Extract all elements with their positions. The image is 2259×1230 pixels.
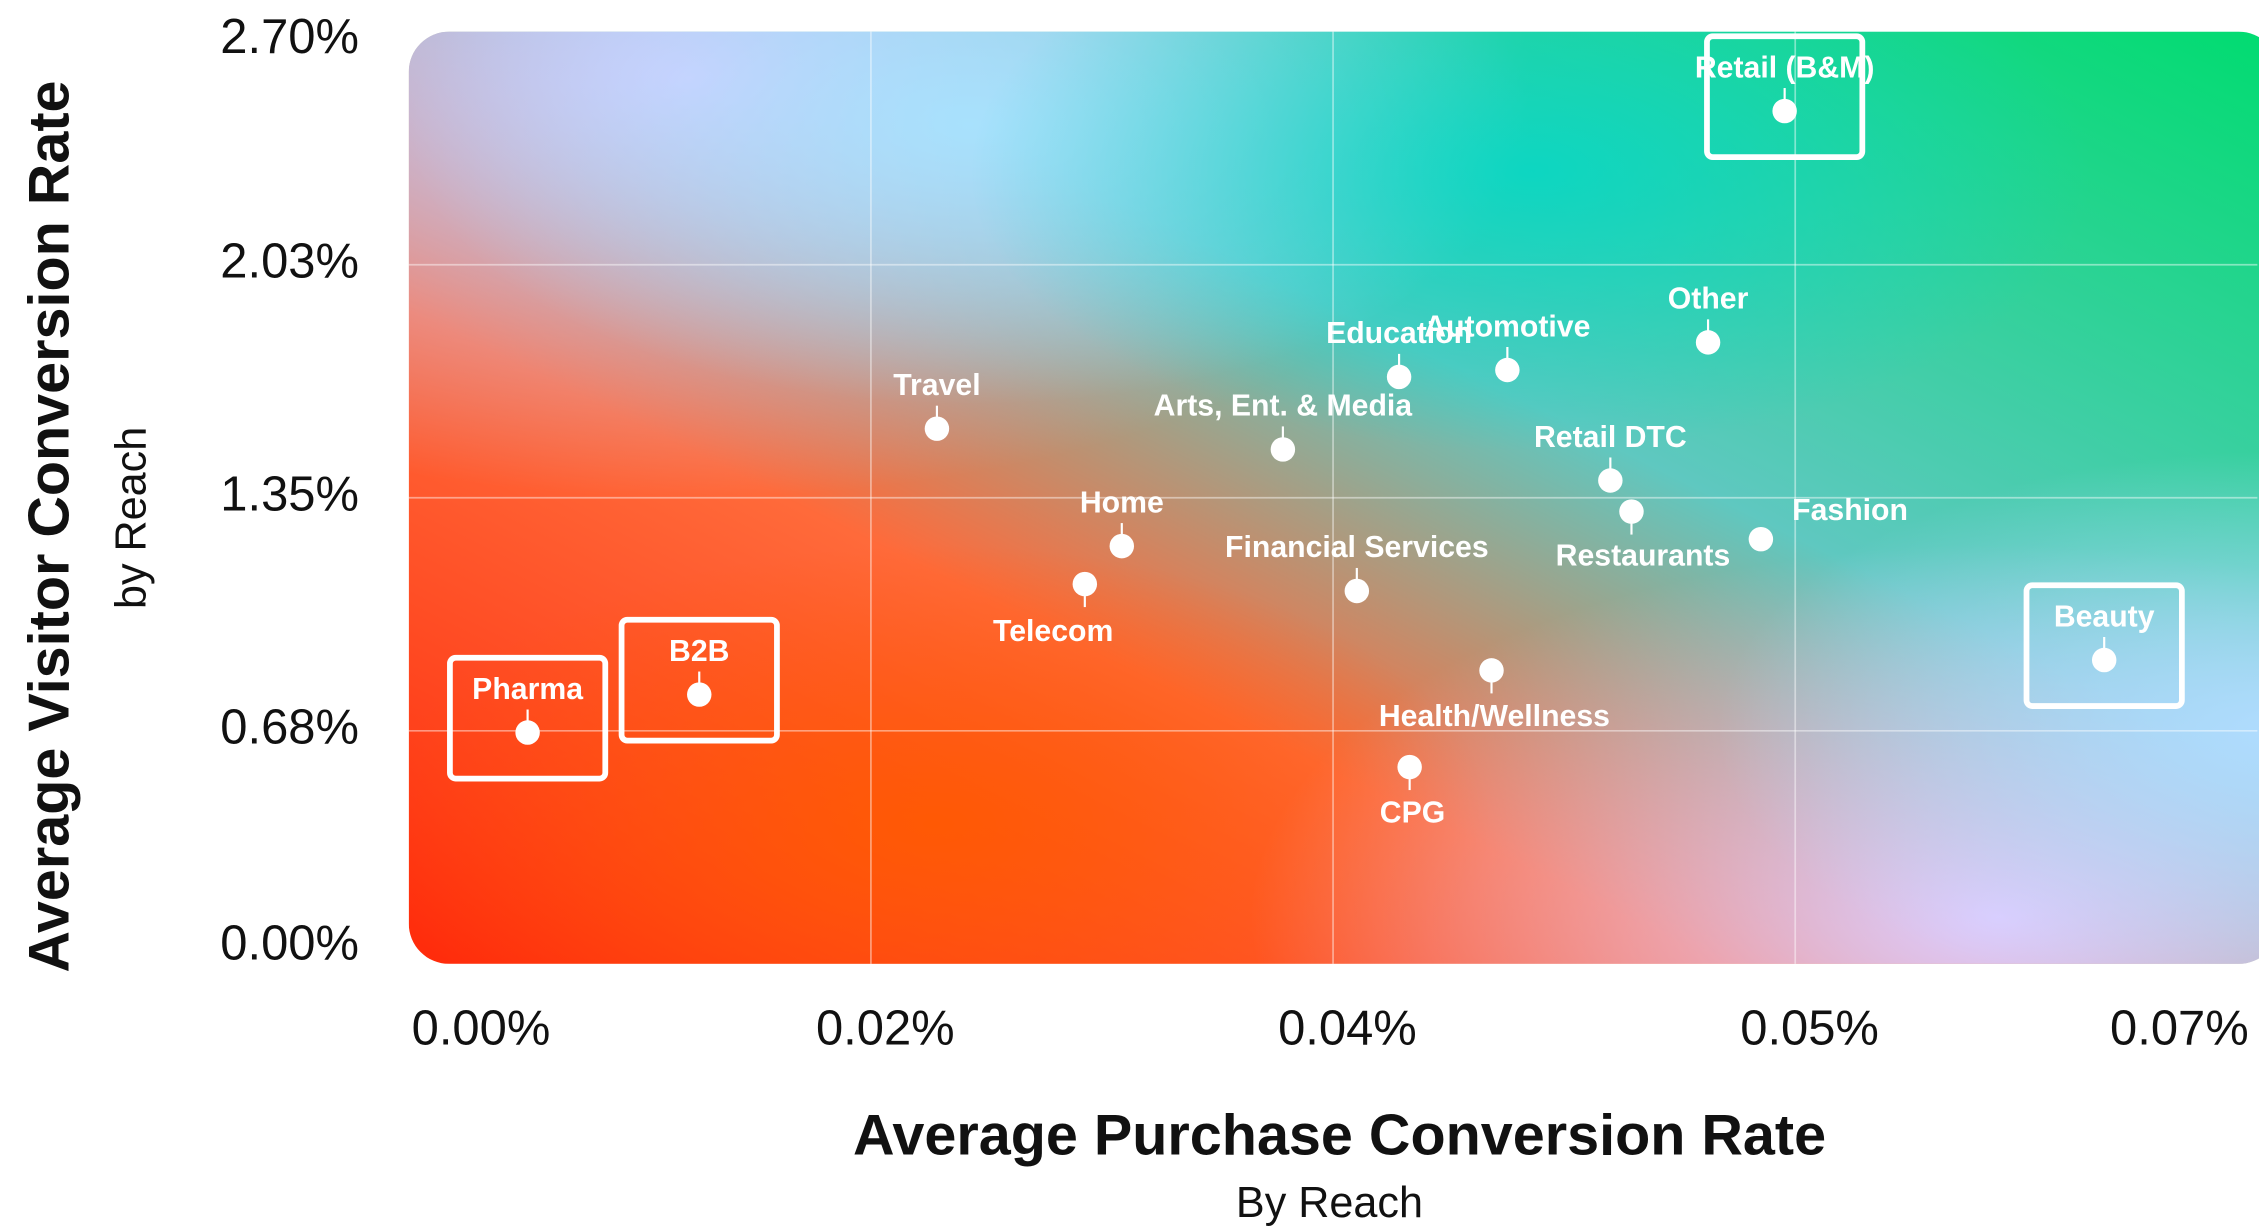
point	[1772, 98, 1797, 124]
x-tick-label: 0.05%	[1740, 1001, 1879, 1055]
point	[1619, 499, 1644, 524]
y-axis-title: Average Visitor Conversion Rate	[18, 81, 82, 973]
x-tick-label: 0.02%	[816, 1001, 955, 1055]
y-tick-label: 1.35%	[220, 468, 359, 522]
point	[515, 720, 540, 745]
x-axis-subtitle: By Reach	[1236, 1179, 1423, 1227]
point-label: Retail (B&M)	[1695, 51, 1875, 84]
point-label: Education	[1326, 317, 1472, 350]
highlight-box	[2023, 582, 2185, 709]
point	[1598, 468, 1623, 493]
x-axis-title: Average Purchase Conversion Rate	[853, 1104, 1826, 1168]
point-label: Home	[1080, 486, 1164, 519]
highlight-box	[447, 654, 609, 782]
point-label: Fashion	[1792, 494, 1908, 527]
y-tick-label: 0.68%	[220, 701, 359, 755]
y-tick-label: 2.70%	[220, 10, 359, 64]
point	[1748, 526, 1774, 552]
x-tick-label: 0.07%	[2110, 1001, 2249, 1055]
point	[2091, 647, 2117, 673]
point-label: Restaurants	[1556, 540, 1731, 573]
point-label: CPG	[1380, 797, 1445, 830]
point-label: Health/Wellness	[1379, 700, 1610, 733]
point-label: Financial Services	[1225, 531, 1489, 564]
point	[1495, 357, 1520, 383]
point	[687, 682, 712, 707]
point	[1109, 533, 1135, 559]
highlight-box	[618, 616, 780, 744]
y-tick-label: 2.03%	[220, 235, 359, 289]
y-axis-subtitle: by Reach	[107, 427, 155, 609]
point	[1479, 658, 1504, 683]
point	[1344, 578, 1370, 604]
point	[1397, 754, 1422, 780]
point	[1270, 437, 1296, 462]
point-label: Automotive	[1424, 310, 1590, 343]
point	[1072, 571, 1098, 597]
point-label: B2B	[669, 635, 729, 668]
point	[1695, 330, 1721, 355]
point-label: Telecom	[993, 615, 1113, 648]
point-label: Arts, Ent. & Media	[1154, 390, 1413, 423]
point-label: Travel	[893, 369, 980, 402]
highlight-box	[1704, 33, 1866, 160]
point	[1386, 364, 1412, 390]
plot-layer: Pharma B2B Travel Home Telecom Arts, Ent. & M…	[408, 31, 2258, 964]
point-label: Other	[1668, 283, 1749, 316]
x-tick-label: 0.00%	[412, 1001, 551, 1055]
point-label: Beauty	[2054, 600, 2155, 633]
point-label: Pharma	[472, 673, 583, 706]
point	[924, 416, 950, 441]
plot-background	[408, 31, 2259, 964]
y-tick-label: 0.00%	[220, 917, 359, 971]
x-tick-label: 0.04%	[1278, 1001, 1417, 1055]
point-label: Retail DTC	[1534, 421, 1687, 454]
